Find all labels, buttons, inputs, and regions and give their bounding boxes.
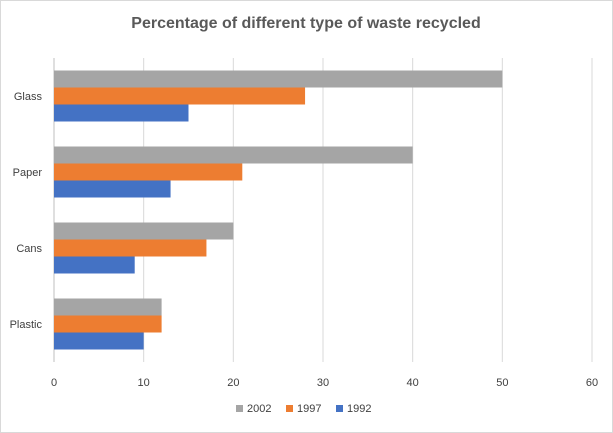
legend-swatch-1997 bbox=[286, 405, 293, 412]
bar-paper-1992 bbox=[54, 180, 171, 198]
category-label-cans: Cans bbox=[16, 243, 42, 255]
legend-label-1992: 1992 bbox=[347, 403, 371, 415]
chart-title: Percentage of different type of waste re… bbox=[131, 15, 480, 32]
bar-glass-1997 bbox=[54, 87, 306, 105]
bar-plastic-2002 bbox=[54, 298, 162, 316]
category-label-plastic: Plastic bbox=[10, 319, 43, 331]
category-label-paper: Paper bbox=[13, 167, 43, 179]
x-tick-label-10: 10 bbox=[138, 377, 150, 389]
bar-cans-1992 bbox=[54, 256, 135, 274]
x-tick-label-50: 50 bbox=[496, 377, 508, 389]
bar-plastic-1992 bbox=[54, 332, 144, 350]
bar-cans-2002 bbox=[54, 222, 234, 240]
bar-paper-1997 bbox=[54, 163, 243, 181]
category-label-glass: Glass bbox=[14, 91, 43, 103]
legend-swatch-1992 bbox=[336, 405, 343, 412]
legend-swatch-2002 bbox=[236, 405, 243, 412]
x-tick-label-40: 40 bbox=[407, 377, 419, 389]
x-tick-label-0: 0 bbox=[51, 377, 57, 389]
bar-glass-1992 bbox=[54, 104, 189, 122]
bar-cans-1997 bbox=[54, 239, 207, 257]
bar-glass-2002 bbox=[54, 70, 503, 88]
legend: 2002 1997 1992 bbox=[236, 403, 371, 415]
x-tick-label-30: 30 bbox=[317, 377, 329, 389]
legend-label-1997: 1997 bbox=[297, 403, 321, 415]
legend-label-2002: 2002 bbox=[247, 403, 271, 415]
bar-plastic-1997 bbox=[54, 315, 162, 333]
bar-paper-2002 bbox=[54, 146, 413, 164]
x-tick-label-60: 60 bbox=[586, 377, 598, 389]
bars bbox=[54, 70, 503, 350]
x-tick-label-20: 20 bbox=[227, 377, 239, 389]
category-labels: Glass Paper Cans Plastic bbox=[10, 91, 43, 331]
x-tick-labels: 0 10 20 30 40 50 60 bbox=[51, 377, 598, 389]
